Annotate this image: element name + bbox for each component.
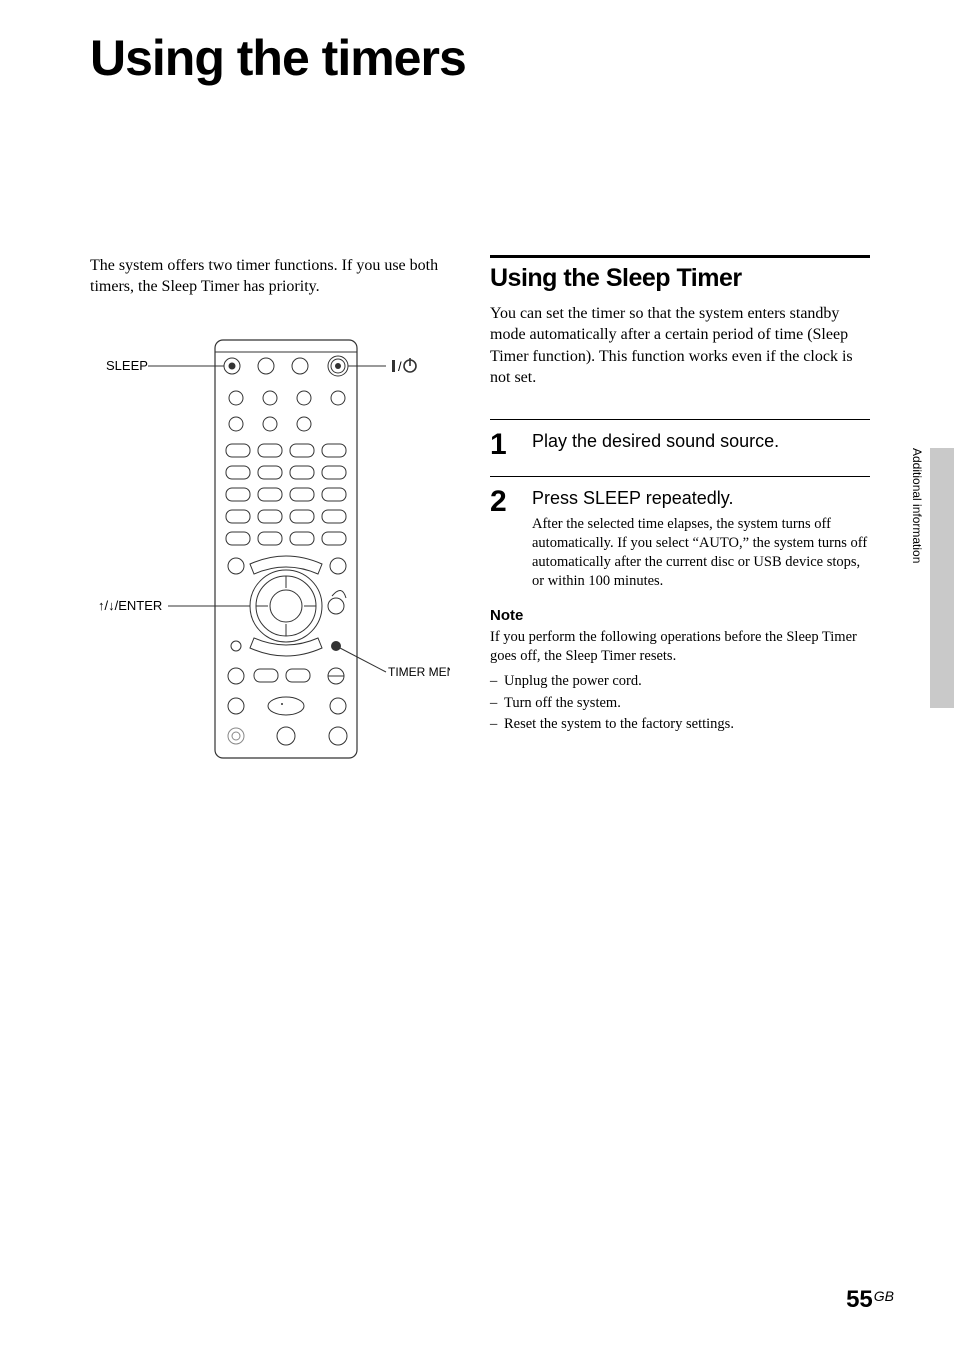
- note-item: Reset the system to the factory settings…: [490, 714, 870, 736]
- step-desc: After the selected time elapses, the sys…: [532, 515, 870, 590]
- content-columns: The system offers two timer functions. I…: [90, 255, 894, 781]
- step-number: 2: [490, 487, 532, 591]
- page-title: Using the timers: [90, 32, 894, 85]
- side-tab-label: Additional information: [910, 448, 924, 563]
- note-body: If you perform the following operations …: [490, 628, 870, 667]
- diagram-label-enter: ↑/↓/ENTER: [98, 598, 162, 613]
- section-heading: Using the Sleep Timer: [490, 264, 870, 293]
- svg-text:/: /: [398, 359, 402, 374]
- page-number: 55: [846, 1286, 873, 1313]
- left-column: The system offers two timer functions. I…: [90, 255, 470, 781]
- page: Using the timers The system offers two t…: [0, 0, 954, 1352]
- note-list: Unplug the power cord. Turn off the syst…: [490, 671, 870, 736]
- intro-text: The system offers two timer functions. I…: [90, 255, 450, 298]
- page-suffix: GB: [874, 1288, 894, 1304]
- right-column: Using the Sleep Timer You can set the ti…: [470, 255, 870, 781]
- note-item: Unplug the power cord.: [490, 671, 870, 693]
- step-body: Press SLEEP repeatedly. After the select…: [532, 487, 870, 591]
- remote-diagram: SLEEP /: [90, 326, 450, 781]
- side-tab: [930, 448, 954, 708]
- page-footer: 55GB: [846, 1286, 894, 1314]
- section-intro: You can set the timer so that the system…: [490, 303, 870, 389]
- note-item: Turn off the system.: [490, 693, 870, 715]
- note-heading: Note: [490, 607, 870, 624]
- step-1: 1 Play the desired sound source.: [490, 419, 870, 460]
- power-standby-icon: /: [392, 358, 416, 374]
- step-body: Play the desired sound source.: [532, 430, 870, 460]
- heading-rule: [490, 255, 870, 258]
- diagram-label-timer-menu: TIMER MENU: [388, 665, 450, 679]
- diagram-label-sleep: SLEEP: [106, 358, 148, 373]
- step-head: Play the desired sound source.: [532, 430, 870, 453]
- step-head: Press SLEEP repeatedly.: [532, 487, 870, 510]
- step-number: 1: [490, 430, 532, 460]
- step-2: 2 Press SLEEP repeatedly. After the sele…: [490, 476, 870, 591]
